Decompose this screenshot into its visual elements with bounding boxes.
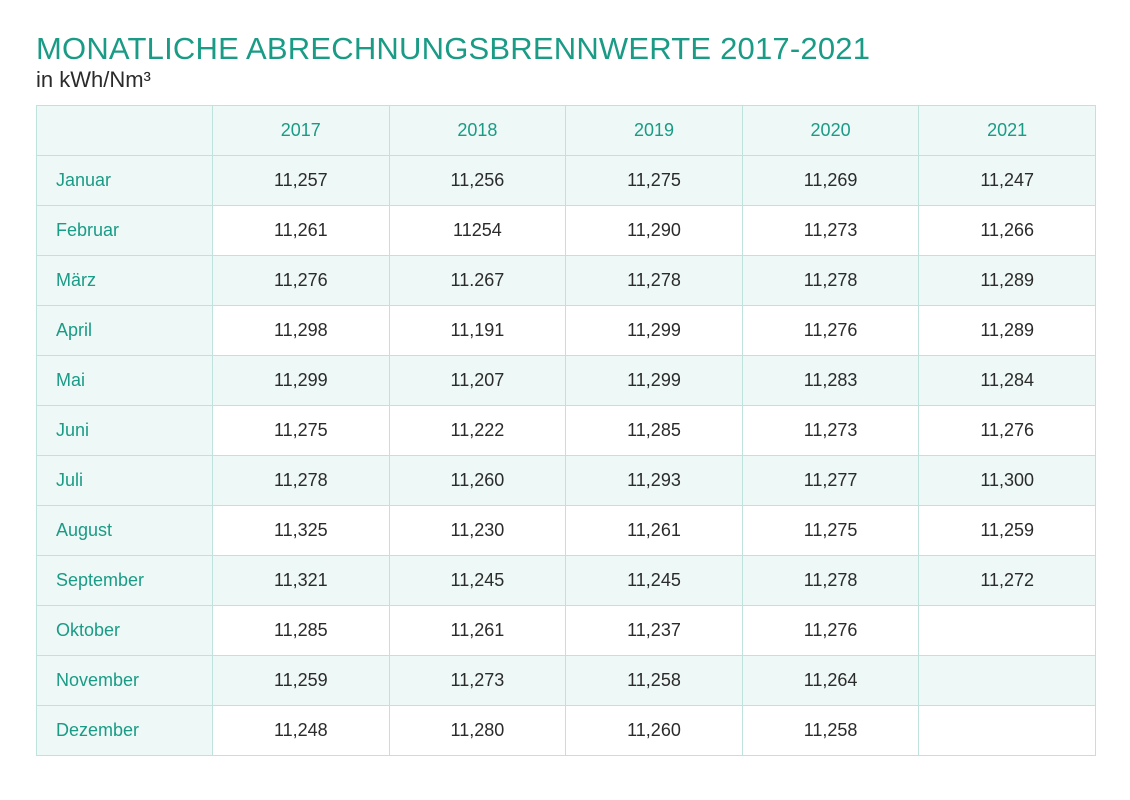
table-row: April 11,298 11,191 11,299 11,276 11,289 — [36, 305, 1096, 356]
page-title: MONATLICHE ABRECHNUNGSBRENNWERTE 2017-20… — [36, 31, 871, 66]
page-subtitle: in kWh/Nm³ — [36, 67, 151, 92]
value-cell: 11,259 — [212, 655, 390, 706]
month-label: Dezember — [36, 705, 213, 756]
value-cell: 11,277 — [741, 455, 920, 506]
value-cell — [918, 655, 1096, 706]
year-header: 2021 — [918, 105, 1096, 156]
value-cell: 11,276 — [212, 255, 390, 306]
table-row: September 11,321 11,245 11,245 11,278 11,272 — [36, 555, 1096, 606]
value-cell: 11,299 — [212, 355, 390, 406]
table-header-row: 2017 2018 2019 2020 2021 — [36, 105, 1096, 156]
table-corner-cell — [36, 105, 213, 156]
value-cell: 11,278 — [212, 455, 390, 506]
table-row: Dezember 11,248 11,280 11,260 11,258 — [36, 705, 1096, 756]
value-cell: 11,260 — [565, 705, 743, 756]
value-cell: 11.267 — [388, 255, 567, 306]
table-row: Februar 11,261 11254 11,290 11,273 11,266 — [36, 205, 1096, 256]
month-label: März — [36, 255, 213, 306]
value-cell: 11,299 — [565, 355, 743, 406]
value-cell: 11,256 — [388, 155, 567, 206]
year-header: 2018 — [388, 105, 567, 156]
value-cell: 11,191 — [388, 305, 567, 356]
value-cell: 11,257 — [212, 155, 390, 206]
year-header: 2020 — [741, 105, 920, 156]
value-cell: 11,293 — [565, 455, 743, 506]
table-row: Oktober 11,285 11,261 11,237 11,276 — [36, 605, 1096, 656]
value-cell: 11,245 — [565, 555, 743, 606]
month-label: Juli — [36, 455, 213, 506]
value-cell: 11,258 — [741, 705, 920, 756]
value-cell: 11,245 — [388, 555, 567, 606]
month-label: Juni — [36, 405, 213, 456]
value-cell: 11,321 — [212, 555, 390, 606]
year-header: 2019 — [565, 105, 743, 156]
value-cell: 11,276 — [918, 405, 1096, 456]
value-cell: 11,259 — [918, 505, 1096, 556]
value-cell: 11,260 — [388, 455, 567, 506]
month-label: Oktober — [36, 605, 213, 656]
table-body: Januar 11,257 11,256 11,275 11,269 11,247 Febr… — [36, 155, 1096, 756]
value-cell: 11,266 — [918, 205, 1096, 256]
month-label: November — [36, 655, 213, 706]
value-cell: 11,298 — [212, 305, 390, 356]
value-cell — [918, 705, 1096, 756]
value-cell: 11,278 — [565, 255, 743, 306]
month-label: Februar — [36, 205, 213, 256]
value-cell: 11,273 — [741, 205, 920, 256]
value-cell: 11,276 — [741, 605, 920, 656]
month-label: Januar — [36, 155, 213, 206]
value-cell: 11,300 — [918, 455, 1096, 506]
value-cell: 11,248 — [212, 705, 390, 756]
value-cell: 11,247 — [918, 155, 1096, 206]
value-cell: 11,261 — [565, 505, 743, 556]
value-cell: 11,264 — [741, 655, 920, 706]
table-row: Mai 11,299 11,207 11,299 11,283 11,284 — [36, 355, 1096, 406]
value-cell: 11,290 — [565, 205, 743, 256]
value-cell: 11,258 — [565, 655, 743, 706]
value-cell: 11,285 — [565, 405, 743, 456]
value-cell: 11,280 — [388, 705, 567, 756]
value-cell: 11,261 — [388, 605, 567, 656]
value-cell: 11,207 — [388, 355, 567, 406]
value-cell: 11,283 — [741, 355, 920, 406]
value-cell: 11,222 — [388, 405, 567, 456]
table-row: Juni 11,275 11,222 11,285 11,273 11,276 — [36, 405, 1096, 456]
value-cell: 11,273 — [388, 655, 567, 706]
month-label: September — [36, 555, 213, 606]
month-label: April — [36, 305, 213, 356]
month-label: August — [36, 505, 213, 556]
value-cell: 11,275 — [565, 155, 743, 206]
value-cell: 11254 — [388, 205, 567, 256]
value-cell: 11,278 — [741, 255, 920, 306]
brennwerte-table: 2017 2018 2019 2020 2021 Januar 11,257 11,… — [36, 105, 1096, 756]
value-cell: 11,230 — [388, 505, 567, 556]
table-row: Juli 11,278 11,260 11,293 11,277 11,300 — [36, 455, 1096, 506]
value-cell: 11,325 — [212, 505, 390, 556]
value-cell: 11,276 — [741, 305, 920, 356]
value-cell: 11,285 — [212, 605, 390, 656]
value-cell: 11,278 — [741, 555, 920, 606]
value-cell: 11,284 — [918, 355, 1096, 406]
table-row: August 11,325 11,230 11,261 11,275 11,259 — [36, 505, 1096, 556]
table-row: März 11,276 11.267 11,278 11,278 11,289 — [36, 255, 1096, 306]
value-cell — [918, 605, 1096, 656]
value-cell: 11,261 — [212, 205, 390, 256]
table-row: November 11,259 11,273 11,258 11,264 — [36, 655, 1096, 706]
month-label: Mai — [36, 355, 213, 406]
table-row: Januar 11,257 11,256 11,275 11,269 11,247 — [36, 155, 1096, 206]
value-cell: 11,269 — [741, 155, 920, 206]
value-cell: 11,299 — [565, 305, 743, 356]
value-cell: 11,273 — [741, 405, 920, 456]
value-cell: 11,272 — [918, 555, 1096, 606]
value-cell: 11,275 — [212, 405, 390, 456]
year-header: 2017 — [212, 105, 390, 156]
value-cell: 11,289 — [918, 255, 1096, 306]
value-cell: 11,237 — [565, 605, 743, 656]
value-cell: 11,275 — [741, 505, 920, 556]
value-cell: 11,289 — [918, 305, 1096, 356]
